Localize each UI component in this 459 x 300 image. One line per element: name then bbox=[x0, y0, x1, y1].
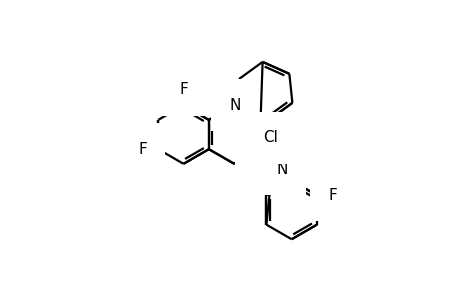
Text: F: F bbox=[179, 82, 187, 98]
Text: F: F bbox=[138, 142, 147, 157]
Text: N: N bbox=[276, 162, 287, 177]
Text: N: N bbox=[252, 142, 264, 158]
Text: F: F bbox=[328, 188, 337, 203]
Text: N: N bbox=[229, 98, 240, 113]
Text: Cl: Cl bbox=[263, 130, 277, 145]
